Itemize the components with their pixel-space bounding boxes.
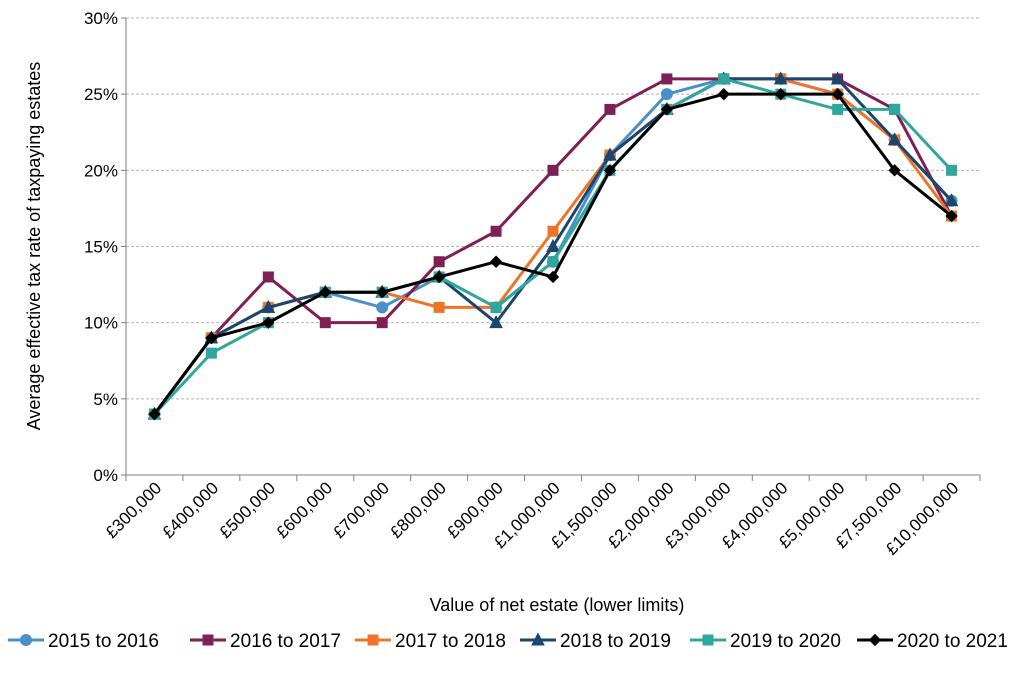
axes: [125, 18, 980, 476]
data-point: [205, 347, 217, 359]
data-point: [489, 315, 503, 329]
legend-marker: [367, 634, 379, 646]
series-line: [153, 92, 953, 415]
x-tick-label: £500,000: [216, 478, 280, 542]
legend-label: 2020 to 2021: [897, 631, 1008, 652]
x-tick-labels: £300,000£400,000£500,000£600,000£700,000…: [102, 475, 981, 559]
data-point: [660, 103, 674, 116]
data-point: [830, 71, 845, 85]
data-point: [887, 132, 902, 146]
x-tick-label: £400,000: [159, 478, 223, 542]
data-point: [261, 299, 276, 313]
data-point: [603, 164, 617, 177]
legend-item: 2017 to 2018: [355, 631, 506, 652]
data-point: [888, 164, 901, 177]
legend-item: 2020 to 2021: [857, 631, 1008, 652]
x-tick-label: £600,000: [273, 478, 337, 542]
data-point: [375, 285, 389, 299]
data-point: [319, 285, 332, 299]
legend-marker: [202, 634, 214, 646]
data-point: [489, 255, 503, 268]
series-lines: [147, 71, 959, 421]
legend-item: 2016 to 2017: [190, 631, 341, 652]
legend-label: 2016 to 2017: [230, 631, 341, 652]
data-point: [718, 73, 730, 85]
legend-item: 2019 to 2020: [690, 631, 841, 652]
data-point: [546, 238, 560, 252]
series-2018-to-2019: [147, 71, 959, 420]
y-tick-label: 0%: [93, 466, 118, 485]
x-tick-label: £800,000: [386, 478, 450, 542]
data-point: [205, 331, 218, 345]
data-point: [376, 317, 388, 329]
data-point: [376, 301, 389, 314]
x-tick-label: £700,000: [329, 478, 393, 542]
legend-label: 2015 to 2016: [48, 631, 159, 652]
y-tick-label: 10%: [84, 314, 118, 333]
data-point: [774, 87, 787, 101]
legend-label: 2018 to 2019: [560, 631, 671, 652]
data-point: [546, 270, 560, 284]
x-tick-label: £300,000: [102, 478, 166, 542]
data-point: [945, 209, 958, 223]
data-point: [717, 87, 731, 101]
y-tick-label: 5%: [93, 390, 118, 409]
data-point: [262, 271, 274, 283]
data-point: [547, 164, 559, 176]
data-point: [490, 301, 502, 313]
legend-label: 2017 to 2018: [395, 631, 506, 652]
y-axis-title: Average effective tax rate of taxpaying …: [24, 62, 44, 431]
data-point: [490, 225, 502, 237]
y-tick-label: 15%: [84, 238, 118, 257]
data-point: [946, 164, 958, 176]
data-point: [432, 270, 446, 284]
legend-marker: [531, 632, 545, 646]
data-point: [604, 103, 616, 115]
data-point: [433, 301, 445, 313]
y-tick-label: 30%: [84, 9, 118, 28]
data-point: [603, 147, 617, 161]
y-tick-labels: 0% 5% 10% 15% 20% 25% 30%: [84, 9, 118, 485]
legend-marker: [868, 633, 882, 647]
legend-item: 2015 to 2016: [8, 631, 159, 652]
data-point: [832, 103, 844, 115]
data-point: [148, 407, 161, 421]
data-point: [262, 316, 275, 329]
data-point: [889, 103, 901, 115]
legend-marker: [20, 634, 32, 646]
series-2020-to-2021: [148, 87, 958, 421]
legend: 2015 to 2016 2016 to 2017 2017 to 2018 2018…: [8, 631, 1008, 652]
legend-label: 2019 to 2020: [730, 631, 841, 652]
y-tick-label: 20%: [84, 161, 118, 180]
data-point: [547, 256, 559, 268]
data-point: [660, 88, 673, 101]
x-axis-title: Value of net estate (lower limits): [430, 595, 685, 615]
data-point: [831, 87, 844, 101]
data-point: [944, 193, 959, 207]
legend-item: 2018 to 2019: [520, 631, 671, 652]
data-point: [773, 71, 788, 85]
data-point: [661, 73, 673, 85]
data-point: [319, 317, 331, 329]
y-tick-label: 25%: [84, 85, 118, 104]
data-point: [433, 256, 445, 268]
legend-marker: [702, 634, 714, 646]
data-point: [547, 225, 559, 237]
